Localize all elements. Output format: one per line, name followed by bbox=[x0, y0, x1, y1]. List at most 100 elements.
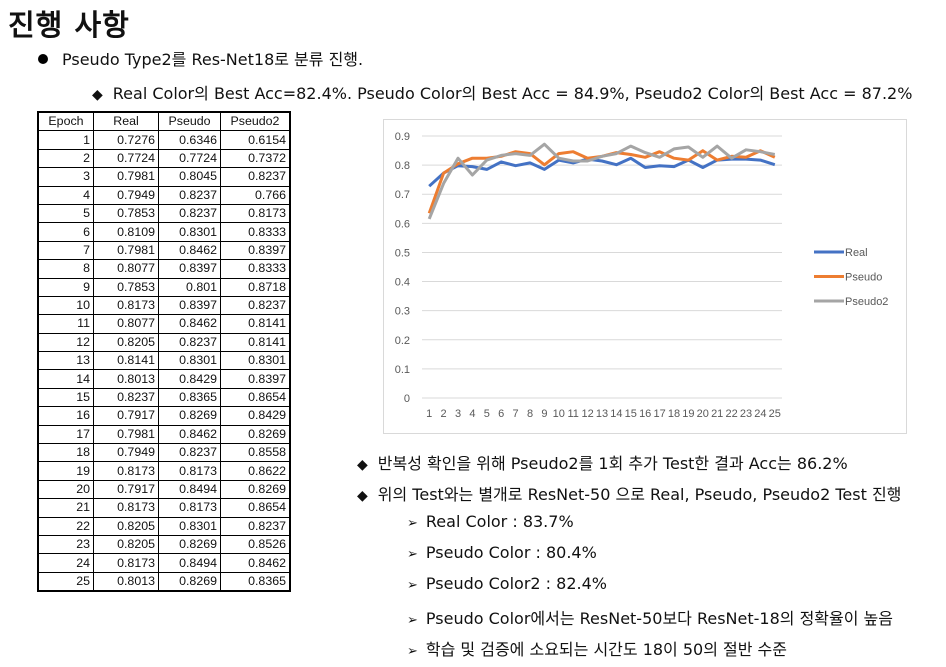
table-cell: 0.8718 bbox=[220, 277, 291, 297]
table-row: 19 0.8173 0.8173 0.8622 bbox=[37, 461, 291, 481]
table-cell: 0.8429 bbox=[158, 369, 221, 389]
table-cell: 0.8205 bbox=[93, 534, 159, 555]
table-row: 3 0.7981 0.8045 0.8237 bbox=[37, 167, 291, 187]
x-tick-label: 20 bbox=[697, 408, 709, 420]
arrow-bullet-icon: ➢ bbox=[407, 613, 418, 628]
table-cell: 19 bbox=[37, 461, 94, 481]
note-item: ◆ 반복성 확인을 위해 Pseudo2를 1회 추가 Test한 결과 Acc는… bbox=[357, 450, 901, 481]
table-cell: 0.7949 bbox=[93, 185, 159, 205]
table-row: 11 0.8077 0.8462 0.8141 bbox=[37, 314, 291, 334]
table-cell: 0.8237 bbox=[158, 203, 221, 224]
table-row: 18 0.7949 0.8237 0.8558 bbox=[37, 443, 291, 463]
subnote-item: ➢ Real Color : 83.7% bbox=[407, 512, 893, 543]
x-tick-label: 1 bbox=[426, 408, 432, 420]
x-tick-label: 5 bbox=[484, 408, 490, 420]
table-cell: 0.8269 bbox=[220, 479, 291, 500]
x-tick-label: 16 bbox=[639, 408, 651, 420]
subnote-item: ➢ Pseudo Color2 : 82.4% bbox=[407, 574, 893, 605]
x-tick-label: 3 bbox=[455, 408, 461, 420]
diamond-bullet-icon: ◆ bbox=[357, 457, 368, 473]
table-cell: 0.8013 bbox=[93, 369, 159, 389]
x-tick-label: 2 bbox=[441, 408, 447, 420]
table-cell: 0.7276 bbox=[93, 130, 159, 150]
x-tick-label: 17 bbox=[653, 408, 665, 420]
subnote-text: 학습 및 검증에 소요되는 시간도 18이 50의 절반 수준 bbox=[425, 640, 787, 659]
table-cell: 0.8237 bbox=[220, 516, 291, 536]
table-cell: 0.8526 bbox=[220, 534, 291, 555]
table-cell: 0.8365 bbox=[220, 571, 291, 592]
table-cell: 0.8654 bbox=[220, 498, 291, 518]
table-row: 4 0.7949 0.8237 0.766 bbox=[37, 185, 291, 205]
chart-svg: 00.10.20.30.40.50.60.70.80.91 2 3 4 5 6 7 8 9 10 1… bbox=[395, 131, 889, 420]
table-cell: 23 bbox=[37, 534, 94, 555]
table-row: 2 0.7724 0.7724 0.7372 bbox=[37, 148, 291, 169]
table-cell: 16 bbox=[37, 406, 94, 426]
table-cell: 0.8333 bbox=[220, 222, 291, 242]
table-cell: 0.6346 bbox=[158, 130, 221, 150]
x-tick-label: 14 bbox=[610, 408, 622, 420]
table-row: 21 0.8173 0.8173 0.8654 bbox=[37, 498, 291, 518]
table-cell: 10 bbox=[37, 295, 94, 316]
x-tick-label: 19 bbox=[682, 408, 694, 420]
table-header: Epoch bbox=[37, 111, 94, 132]
table-cell: 0.8301 bbox=[158, 351, 221, 371]
series-line-real bbox=[428, 156, 776, 188]
table-cell: 0.7981 bbox=[93, 167, 159, 187]
bullet-dot-icon bbox=[38, 54, 48, 64]
series-line-pseudo2 bbox=[427, 142, 776, 220]
table-cell: 0.8301 bbox=[158, 516, 221, 536]
table-cell: 0.8205 bbox=[93, 332, 159, 353]
subnote-text: Pseudo Color에서는 ResNet-50보다 ResNet-18의 정… bbox=[425, 609, 893, 628]
table-row: 14 0.8013 0.8429 0.8397 bbox=[37, 369, 291, 389]
arrow-bullet-icon: ➢ bbox=[407, 578, 418, 593]
accuracy-table: Epoch Real Pseudo Pseudo2 1 0.7276 0.6346 0… bbox=[37, 111, 291, 593]
table-cell: 0.8109 bbox=[93, 222, 159, 242]
table-cell: 12 bbox=[37, 332, 94, 353]
table-cell: 0.8205 bbox=[93, 516, 159, 536]
table-cell: 0.8654 bbox=[220, 387, 291, 408]
table-cell: 0.8397 bbox=[220, 369, 291, 389]
table-cell: 0.7853 bbox=[93, 203, 159, 224]
table-cell: 0.8237 bbox=[158, 185, 221, 205]
table-cell: 9 bbox=[37, 277, 94, 297]
table-cell: 8 bbox=[37, 259, 94, 279]
table-cell: 0.8237 bbox=[220, 295, 291, 316]
table-cell: 0.8269 bbox=[158, 406, 221, 426]
table-cell: 0.8237 bbox=[220, 167, 291, 187]
diamond-bullet-icon: ◆ bbox=[92, 87, 103, 103]
table-cell: 20 bbox=[37, 479, 94, 500]
table-cell: 15 bbox=[37, 387, 94, 408]
table-cell: 7 bbox=[37, 240, 94, 261]
note-text: 반복성 확인을 위해 Pseudo2를 1회 추가 Test한 결과 Acc는 … bbox=[377, 454, 848, 473]
y-tick-label: 0.4 bbox=[395, 277, 410, 289]
table-cell: 24 bbox=[37, 553, 94, 573]
table-cell: 4 bbox=[37, 185, 94, 205]
table-cell: 0.8173 bbox=[158, 461, 221, 481]
table-cell: 0.8077 bbox=[93, 259, 159, 279]
table-cell: 1 bbox=[37, 130, 94, 150]
table-cell: 6 bbox=[37, 222, 94, 242]
subnote-text: Pseudo Color2 : 82.4% bbox=[425, 574, 607, 593]
table-header: Real bbox=[93, 111, 159, 132]
table-cell: 0.8462 bbox=[158, 240, 221, 261]
table-cell: 0.8141 bbox=[220, 332, 291, 353]
subnotes-list: ➢ Real Color : 83.7% ➢ Pseudo Color : 80.4… bbox=[407, 512, 893, 667]
x-tick-label: 7 bbox=[513, 408, 519, 420]
table-row: 16 0.7917 0.8269 0.8429 bbox=[37, 406, 291, 426]
x-tick-label: 22 bbox=[725, 408, 737, 420]
bullet-2-text: Real Color의 Best Acc=82.4%. Pseudo Color… bbox=[112, 84, 913, 103]
x-tick-label: 4 bbox=[469, 408, 475, 420]
x-tick-label: 8 bbox=[527, 408, 533, 420]
x-tick-label: 6 bbox=[498, 408, 504, 420]
x-tick-label: 24 bbox=[754, 408, 766, 420]
table-cell: 0.7949 bbox=[93, 443, 159, 463]
bullet-1: Pseudo Type2를 Res-Net18로 분류 진행. bbox=[38, 46, 363, 70]
table-cell: 18 bbox=[37, 443, 94, 463]
table-row: 15 0.8237 0.8365 0.8654 bbox=[37, 387, 291, 408]
table-cell: 0.8141 bbox=[220, 314, 291, 334]
table-cell: 0.8173 bbox=[93, 295, 159, 316]
table-header: Pseudo2 bbox=[220, 111, 291, 132]
page-title: 진행 사항 bbox=[8, 8, 130, 42]
table-row: 5 0.7853 0.8237 0.8173 bbox=[37, 203, 291, 224]
table-cell: 0.7917 bbox=[93, 479, 159, 500]
